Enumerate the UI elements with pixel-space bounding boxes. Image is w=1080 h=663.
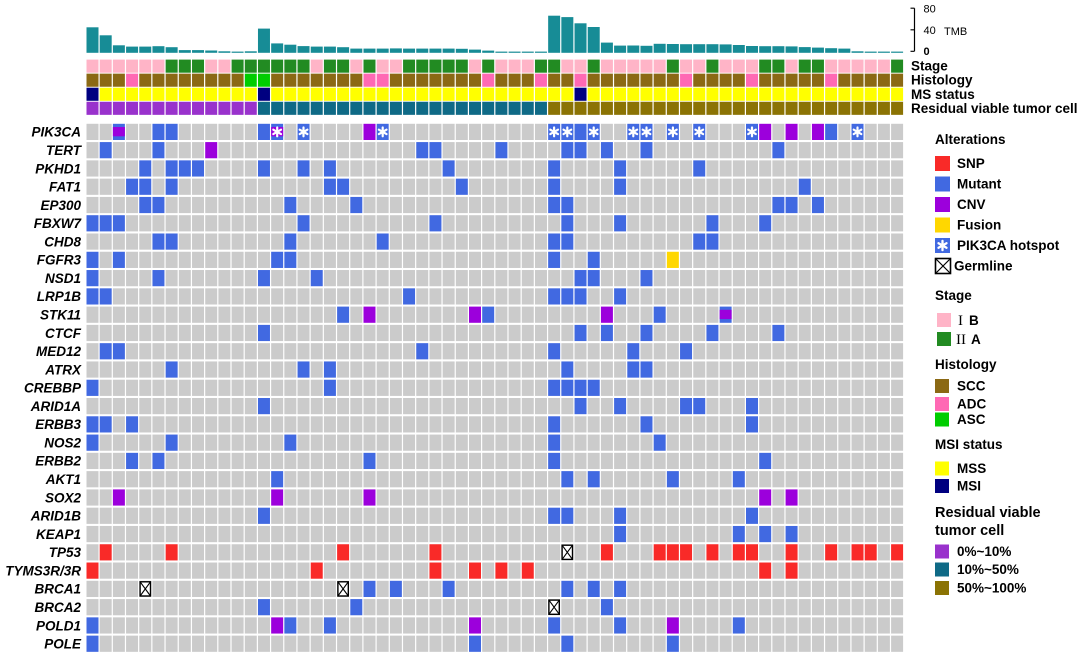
svg-text:MED12: MED12 [36, 344, 82, 359]
svg-text:AKT1: AKT1 [45, 472, 81, 487]
svg-text:PIK3CA: PIK3CA [31, 125, 81, 140]
svg-text:CNV: CNV [957, 197, 986, 212]
svg-text:TYMS3R/3R: TYMS3R/3R [5, 563, 81, 578]
svg-text:Alterations: Alterations [935, 132, 1006, 147]
svg-text:0%~10%: 0%~10% [957, 544, 1011, 559]
svg-text:KEAP1: KEAP1 [36, 527, 81, 542]
svg-text:ATRX: ATRX [44, 362, 82, 377]
svg-text:0: 0 [924, 46, 930, 58]
svg-text:Germline: Germline [954, 259, 1013, 274]
svg-text:50%~100%: 50%~100% [957, 581, 1026, 596]
svg-text:SNP: SNP [957, 156, 985, 171]
svg-text:BRCA1: BRCA1 [34, 582, 81, 597]
svg-text:PKHD1: PKHD1 [35, 161, 81, 176]
svg-text:Fusion: Fusion [957, 218, 1001, 233]
svg-text:STK11: STK11 [40, 308, 81, 323]
svg-text:MSI status: MSI status [935, 437, 1003, 452]
svg-text:II: II [956, 332, 966, 348]
svg-text:B: B [969, 313, 979, 328]
svg-text:ERBB2: ERBB2 [35, 454, 81, 469]
svg-text:10%~50%: 10%~50% [957, 562, 1019, 577]
svg-text:NOS2: NOS2 [44, 436, 81, 451]
svg-text:Histology: Histology [935, 357, 997, 372]
svg-text:A: A [971, 332, 981, 347]
svg-text:Mutant: Mutant [957, 177, 1002, 192]
svg-text:FGFR3: FGFR3 [37, 253, 82, 268]
svg-text:TP53: TP53 [49, 545, 82, 560]
svg-text:NSD1: NSD1 [45, 271, 81, 286]
svg-text:CTCF: CTCF [45, 326, 82, 341]
svg-text:LRP1B: LRP1B [37, 289, 82, 304]
svg-text:40: 40 [924, 25, 936, 37]
svg-text:ASC: ASC [957, 412, 986, 427]
svg-text:CREBBP: CREBBP [24, 381, 82, 396]
svg-text:PIK3CA hotspot: PIK3CA hotspot [957, 238, 1060, 253]
svg-text:POLE: POLE [44, 637, 82, 652]
svg-text:EP300: EP300 [40, 198, 81, 213]
svg-text:MSI: MSI [957, 479, 981, 494]
svg-text:Stage: Stage [911, 59, 948, 74]
svg-text:FBXW7: FBXW7 [34, 216, 83, 231]
svg-text:ARID1A: ARID1A [30, 399, 81, 414]
svg-text:Residual viable tumor cell: Residual viable tumor cell [911, 101, 1078, 116]
svg-text:ADC: ADC [957, 397, 986, 412]
svg-text:BRCA2: BRCA2 [34, 600, 81, 615]
svg-text:FAT1: FAT1 [49, 180, 81, 195]
svg-text:Histology: Histology [911, 73, 973, 88]
svg-text:MS status: MS status [911, 87, 975, 102]
svg-text:CHD8: CHD8 [44, 234, 81, 249]
svg-text:tumor cell: tumor cell [935, 523, 1004, 539]
svg-text:TMB: TMB [944, 26, 967, 38]
svg-text:ARID1B: ARID1B [30, 509, 82, 524]
svg-text:TERT: TERT [46, 143, 83, 158]
svg-text:Residual viable: Residual viable [935, 505, 1041, 521]
svg-text:SOX2: SOX2 [45, 490, 82, 505]
svg-text:Stage: Stage [935, 288, 972, 303]
svg-text:POLD1: POLD1 [36, 618, 81, 633]
svg-text:ERBB3: ERBB3 [35, 417, 81, 432]
svg-text:80: 80 [924, 4, 936, 16]
svg-text:SCC: SCC [957, 379, 986, 394]
svg-text:I: I [958, 313, 963, 329]
svg-text:MSS: MSS [957, 461, 986, 476]
